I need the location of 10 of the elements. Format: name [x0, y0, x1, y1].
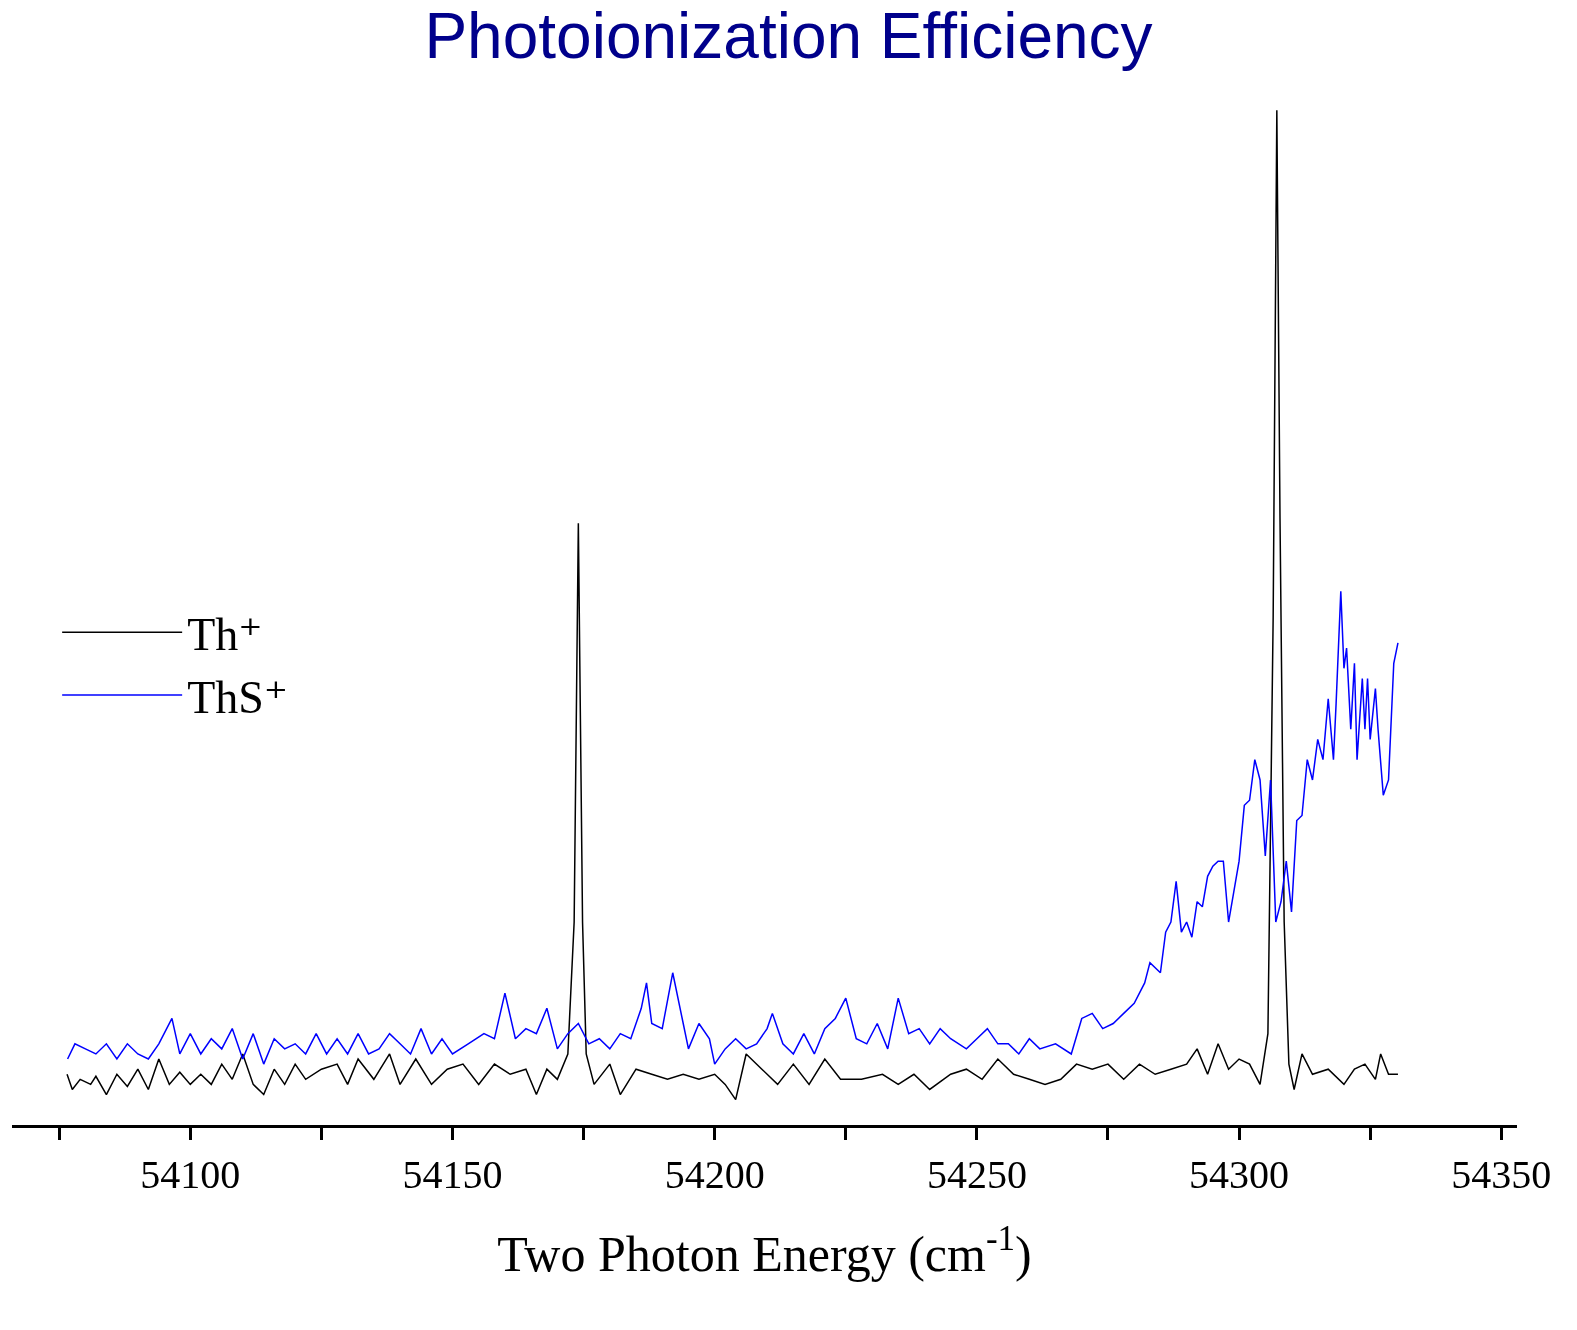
x-tick-label: 54150	[402, 1152, 503, 1197]
legend-label: ThS⁺	[187, 671, 289, 723]
x-axis-title: Two Photon Energy (cm$^{-1}$)	[497, 1218, 1032, 1282]
legend-label: Th⁺	[187, 609, 263, 661]
x-tick-label: 54300	[1189, 1152, 1290, 1197]
chart-title: Photoionization Efficiency	[424, 0, 1153, 73]
x-tick-label: 54350	[1451, 1152, 1552, 1197]
x-tick-label: 54200	[664, 1152, 765, 1197]
x-tick-label: 54250	[926, 1152, 1027, 1197]
x-tick-label: 54100	[140, 1152, 241, 1197]
